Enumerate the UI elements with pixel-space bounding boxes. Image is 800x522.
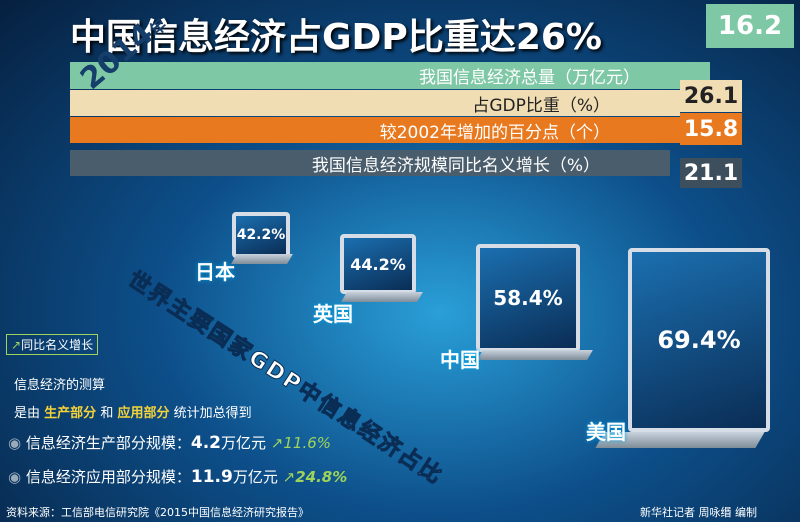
note-item: ◉ 信息经济应用部分规模：11.9万亿元 ↗24.8% [8,466,347,487]
item-label: 信息经济生产部分规模： [25,434,191,452]
bullet: ◉ [8,468,26,486]
item-label: 信息经济应用部分规模： [25,468,191,486]
laptop-screen: 58.4% [476,244,580,352]
country-name: 英国 [313,302,353,326]
note-highlight: 应用部分 [117,406,170,421]
source: 资料来源：工信部电信研究院《2015中国信息经济研究报告》 [6,506,309,519]
country-name: 中国 [440,348,480,372]
credit: 新华社记者 周咏缗 编制 [640,506,757,519]
legend-icon: ↗ [11,338,22,352]
country-name: 美国 [586,420,626,444]
laptop-screen: 44.2% [340,234,416,294]
country-share: 69.4% [657,326,741,354]
indicator-bar: 占GDP比重（%） [70,90,680,116]
laptop-base [477,350,593,360]
country-share: 44.2% [350,254,406,274]
note-line: 信息经济的测算 [14,378,106,393]
note-text: 和 [100,406,114,421]
laptop-screen: 69.4% [628,248,770,432]
laptop-base [341,292,423,302]
item-amount: 4.2 [190,433,221,453]
note-line: 是由 生产部分 和 应用部分 统计加总得到 [14,402,252,421]
country-name: 日本 [195,260,235,284]
laptop-screen: 42.2% [232,212,290,258]
item-growth: 24.8% [295,468,348,486]
indicator-value: 16.2 [706,4,794,48]
country-share: 42.2% [236,227,286,243]
note-item: ◉ 信息经济生产部分规模：4.2万亿元 ↗11.6% [8,432,331,453]
growth-icon: ↗ [270,434,284,452]
bullet: ◉ [8,434,26,452]
item-unit: 万亿元 [221,434,267,452]
indicator-bar: 较2002年增加的百分点（个） [70,117,680,143]
indicator-label: 占GDP比重（%） [472,95,610,116]
indicator-label: 我国信息经济总量（万亿元） [419,68,640,88]
indicator-label: 我国信息经济规模同比名义增长（%） [311,155,600,176]
item-growth: 11.6% [283,434,332,452]
indicator-bar: 我国信息经济总量（万亿元） [70,62,710,89]
note-text: 是由 [14,406,41,421]
country-share: 58.4% [493,286,563,310]
growth-icon: ↗ [282,468,296,486]
note-text: 统计加总得到 [173,406,252,421]
laptop-base [231,254,293,264]
title: 中国信息经济占GDP比重达26% [70,17,602,58]
item-amount: 11.9 [190,467,233,487]
indicator-label: 较2002年增加的百分点（个） [379,122,610,143]
indicator-value: 26.1 [680,80,742,112]
legend-label: 同比名义增长 [21,338,94,352]
indicator-bar: 我国信息经济规模同比名义增长（%） [70,150,670,176]
indicator-value: 15.8 [680,113,742,145]
legend: ↗同比名义增长 [6,334,99,355]
note-highlight: 生产部分 [44,406,97,421]
item-unit: 万亿元 [232,468,278,486]
indicator-value: 21.1 [680,158,742,188]
